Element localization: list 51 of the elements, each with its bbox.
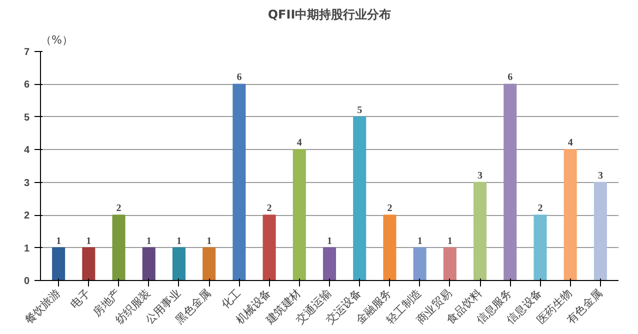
y-tick-label: 4: [24, 145, 30, 156]
y-tick-label: 7: [24, 47, 30, 58]
data-label: 1: [56, 236, 62, 247]
data-label: 1: [176, 236, 182, 247]
data-label: 6: [508, 72, 513, 84]
bar: [534, 214, 547, 280]
bar: [82, 247, 96, 280]
data-label: 4: [296, 138, 302, 149]
data-label: 1: [417, 236, 422, 247]
data-label: 2: [387, 203, 392, 214]
bar: [564, 149, 577, 280]
y-tick-label: 6: [24, 80, 30, 91]
bar: [504, 84, 517, 280]
bar: [443, 247, 456, 280]
data-label: 3: [598, 170, 603, 182]
data-label: 2: [266, 203, 272, 214]
data-label: 1: [146, 236, 152, 247]
data-label: 6: [236, 72, 242, 84]
data-label: 5: [357, 104, 362, 116]
bar: [202, 247, 216, 280]
bar: [232, 84, 246, 280]
y-tick-label: 1: [24, 243, 30, 254]
y-tick-label: 0: [24, 276, 30, 287]
bar: [142, 247, 156, 280]
y-tick-label: 3: [24, 178, 30, 189]
bar: [413, 247, 426, 280]
bar: [322, 247, 336, 280]
bar: [353, 116, 366, 280]
chart-title: QFII中期持股行业分布: [268, 8, 392, 22]
bar: [474, 182, 487, 280]
x-tick-label: 化工: [219, 287, 244, 312]
y-tick-label: 5: [24, 112, 30, 124]
data-label: 1: [206, 236, 212, 247]
data-label: 1: [327, 236, 332, 247]
data-label: 4: [568, 138, 573, 149]
data-label: 1: [86, 236, 92, 247]
x-tick-label: 餐饮旅游: [22, 286, 63, 327]
bar: [383, 214, 396, 280]
data-label: 2: [116, 203, 122, 214]
y-tick-label: 2: [24, 210, 30, 222]
bar: [594, 182, 607, 280]
y-axis-title: （%）: [40, 34, 73, 46]
bar: [112, 214, 126, 280]
data-label: 1: [447, 236, 452, 247]
x-tick-label: 电子: [68, 286, 93, 312]
bar: [262, 214, 276, 280]
data-label: 3: [478, 170, 483, 182]
bar: [52, 247, 66, 280]
bar: [292, 149, 306, 280]
data-label: 2: [538, 203, 543, 214]
bar: [172, 247, 186, 280]
